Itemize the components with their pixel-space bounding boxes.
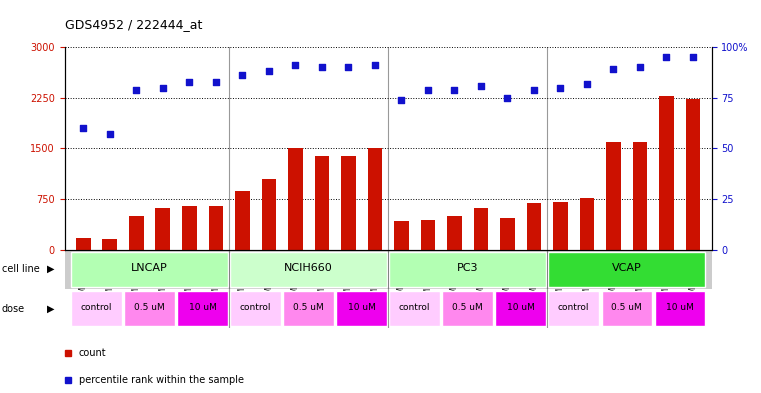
Bar <box>549 291 599 326</box>
Bar <box>553 202 568 250</box>
Bar <box>103 239 117 250</box>
Text: dose: dose <box>2 303 24 314</box>
Text: 10 uM: 10 uM <box>507 303 534 312</box>
Point <box>77 125 89 131</box>
Text: GDS4952 / 222444_at: GDS4952 / 222444_at <box>65 18 202 31</box>
Bar <box>368 148 382 250</box>
Point <box>316 64 328 71</box>
Bar <box>686 99 700 250</box>
Bar <box>283 291 334 326</box>
Text: ▶: ▶ <box>47 264 55 274</box>
Bar <box>473 208 489 250</box>
Bar <box>495 291 546 326</box>
Point <box>448 86 460 93</box>
Point <box>342 64 355 71</box>
Bar <box>231 252 387 287</box>
Point <box>634 64 646 71</box>
Point <box>103 131 116 137</box>
Bar <box>72 291 122 326</box>
Bar <box>394 220 409 250</box>
Bar <box>607 142 621 250</box>
Text: cell line: cell line <box>2 264 40 274</box>
Text: control: control <box>399 303 431 312</box>
Bar <box>527 203 541 250</box>
Point <box>395 97 407 103</box>
Bar <box>314 156 329 250</box>
Point <box>210 79 222 85</box>
Bar <box>155 208 170 250</box>
Point <box>130 86 142 93</box>
Text: 0.5 uM: 0.5 uM <box>293 303 324 312</box>
Bar <box>549 252 705 287</box>
Text: PC3: PC3 <box>457 263 479 274</box>
Point <box>687 54 699 61</box>
Point <box>263 68 275 75</box>
Bar <box>336 291 387 326</box>
Bar <box>76 238 91 250</box>
Point <box>157 84 169 91</box>
Bar <box>390 291 440 326</box>
Text: 10 uM: 10 uM <box>348 303 375 312</box>
Text: 10 uM: 10 uM <box>189 303 216 312</box>
Text: NCIH660: NCIH660 <box>284 263 333 274</box>
Bar <box>177 291 228 326</box>
Point <box>422 86 434 93</box>
Text: 0.5 uM: 0.5 uM <box>134 303 165 312</box>
Text: LNCAP: LNCAP <box>131 263 168 274</box>
Bar <box>632 142 648 250</box>
Text: 0.5 uM: 0.5 uM <box>452 303 483 312</box>
Point <box>369 62 381 68</box>
Bar <box>288 148 303 250</box>
Text: VCAP: VCAP <box>612 263 642 274</box>
Bar <box>421 220 435 250</box>
Bar <box>659 96 673 250</box>
Bar <box>601 291 652 326</box>
Bar <box>500 218 514 250</box>
Bar <box>72 252 228 287</box>
Point <box>501 95 514 101</box>
Bar <box>390 252 546 287</box>
Point <box>581 81 593 87</box>
Bar <box>262 179 276 250</box>
Point <box>607 66 619 73</box>
Text: control: control <box>558 303 590 312</box>
Text: control: control <box>81 303 112 312</box>
Text: ▶: ▶ <box>47 303 55 314</box>
Point <box>289 62 301 68</box>
Text: count: count <box>79 348 107 358</box>
Bar <box>129 217 144 250</box>
Text: 0.5 uM: 0.5 uM <box>611 303 642 312</box>
Bar <box>209 206 223 250</box>
Bar <box>124 291 175 326</box>
Point <box>661 54 673 61</box>
Bar <box>580 198 594 250</box>
Point <box>183 79 196 85</box>
Bar <box>231 291 281 326</box>
Bar <box>654 291 705 326</box>
Bar <box>341 156 355 250</box>
Point <box>236 72 248 79</box>
Bar <box>235 191 250 250</box>
Bar <box>447 216 462 250</box>
Text: control: control <box>240 303 272 312</box>
Text: 10 uM: 10 uM <box>666 303 694 312</box>
Text: percentile rank within the sample: percentile rank within the sample <box>79 375 244 385</box>
Bar <box>182 206 196 250</box>
Point <box>475 83 487 89</box>
Point <box>554 84 566 91</box>
Bar <box>442 291 493 326</box>
Point <box>528 86 540 93</box>
